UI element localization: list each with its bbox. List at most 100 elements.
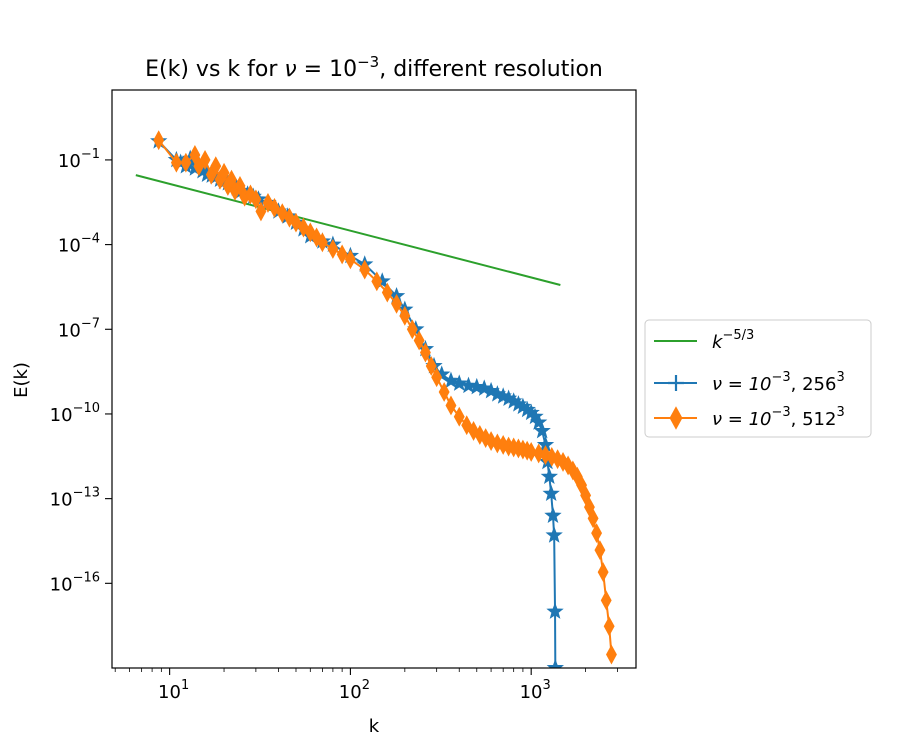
data-point <box>567 460 579 481</box>
data-point <box>250 189 262 210</box>
data-point <box>546 658 564 668</box>
data-point <box>544 506 562 524</box>
data-point <box>525 442 537 462</box>
y-tick-label-exp: −10 <box>73 401 100 416</box>
legend-label: ν = 10−3, 5123 <box>712 405 845 430</box>
y-tick-label: 10−10 <box>50 401 100 426</box>
y-tick-label-base: 10 <box>50 405 73 426</box>
y-tick-label: 10−1 <box>58 147 100 172</box>
x-tick-label: 101 <box>158 678 189 703</box>
data-point <box>153 130 165 151</box>
data-point <box>591 523 603 544</box>
y-tick-label: 10−4 <box>58 232 100 257</box>
y-tick-label-exp: −7 <box>81 316 100 331</box>
legend-label-base: ν = 10 <box>712 409 771 430</box>
data-point <box>399 305 411 326</box>
legend-label: ν = 10−3, 2563 <box>712 370 845 395</box>
y-tick-label: 10−7 <box>58 316 100 341</box>
legend-label-suffix: , 512 <box>791 409 837 430</box>
x-tick-label-base: 10 <box>339 682 362 703</box>
data-point <box>594 540 606 561</box>
data-point <box>530 413 548 430</box>
plot-frame <box>111 89 637 669</box>
legend-label-suffix: , 256 <box>791 374 837 395</box>
y-tick-label: 10−16 <box>50 570 100 595</box>
data-point <box>316 232 328 253</box>
data-point <box>453 406 465 427</box>
series-group <box>135 174 561 286</box>
data-point <box>669 406 683 430</box>
data-point <box>255 201 267 222</box>
data-point <box>461 415 473 436</box>
data-point <box>391 293 402 314</box>
y-tick-label-exp: −16 <box>73 570 100 585</box>
x-axis-label: k <box>369 716 380 737</box>
data-point <box>406 319 418 340</box>
data-point <box>381 282 393 303</box>
data-point <box>533 443 545 464</box>
data-point <box>468 421 480 441</box>
plot-series <box>135 130 617 668</box>
data-point <box>445 395 457 416</box>
x-tick-label-exp: 3 <box>542 678 550 693</box>
data-point <box>587 508 599 529</box>
y-tick-label-exp: −1 <box>81 147 100 162</box>
data-point <box>304 222 316 243</box>
y-tick-label-exp: −13 <box>73 486 100 501</box>
chart-title-rest: , different resolution <box>379 57 603 82</box>
x-tick-label: 103 <box>520 678 551 703</box>
y-tick-label-base: 10 <box>58 236 81 257</box>
data-point <box>199 149 211 170</box>
data-point <box>218 162 230 183</box>
data-point <box>327 239 339 259</box>
series-line <box>135 174 561 286</box>
series-group <box>153 130 617 665</box>
data-point <box>180 152 192 173</box>
chart-title: E(k) vs k for ν = 10−3, different resolu… <box>145 53 603 82</box>
data-point <box>597 562 609 583</box>
x-tick-label: 102 <box>339 678 370 703</box>
data-point <box>668 375 684 391</box>
x-tick-label-base: 10 <box>520 682 543 703</box>
data-point <box>371 271 383 292</box>
y-axis-label: E(k) <box>11 362 32 398</box>
legend-label-exp: −3 <box>771 405 790 420</box>
data-point <box>283 207 295 228</box>
x-tick-label-base: 10 <box>158 682 181 703</box>
data-point <box>359 259 371 280</box>
data-point <box>546 602 564 619</box>
series-group <box>150 132 564 668</box>
chart-title-nu: ν <box>284 57 296 82</box>
legend-label-exp: −3 <box>771 370 790 385</box>
data-point <box>459 376 478 394</box>
data-point <box>450 374 468 391</box>
data-point <box>438 382 450 402</box>
data-point <box>442 371 460 389</box>
chart-title-base: E(k) vs k for <box>145 57 284 82</box>
data-point <box>336 244 348 265</box>
data-point <box>344 249 356 270</box>
data-point <box>419 342 431 363</box>
legend-box <box>644 319 872 438</box>
legend-label-exp2: 3 <box>836 405 844 420</box>
data-point <box>290 212 302 233</box>
data-point <box>276 203 288 224</box>
data-point <box>600 590 612 611</box>
y-tick-label: 10−13 <box>50 486 100 511</box>
legend-label: k−5/3 <box>712 328 754 353</box>
data-point <box>545 526 563 543</box>
data-point <box>603 616 615 637</box>
data-point <box>542 484 560 502</box>
y-tick-label-base: 10 <box>58 320 81 341</box>
y-tick-label-exp: −4 <box>81 232 100 247</box>
y-tick-label-base: 10 <box>50 490 73 511</box>
y-tick-label-base: 10 <box>58 151 81 172</box>
legend-label-exp2: 3 <box>836 370 844 385</box>
data-point <box>413 330 425 351</box>
data-point <box>606 644 617 665</box>
legend-label-base: ν = 10 <box>712 374 771 395</box>
chart-title-exp: −3 <box>357 53 379 71</box>
chart-title-eq: = 10 <box>297 57 357 82</box>
